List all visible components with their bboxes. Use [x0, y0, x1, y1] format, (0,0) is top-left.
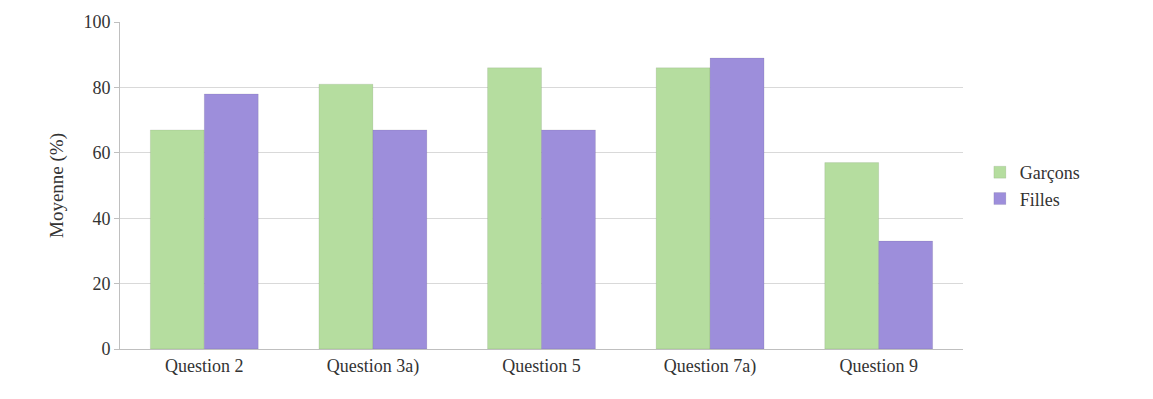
- svg-text:Question 3a): Question 3a): [327, 356, 419, 377]
- svg-text:60: 60: [92, 143, 110, 163]
- svg-text:20: 20: [92, 274, 110, 294]
- svg-text:Filles: Filles: [1020, 190, 1060, 210]
- svg-text:0: 0: [101, 339, 110, 359]
- svg-text:Garçons: Garçons: [1020, 163, 1080, 183]
- svg-text:100: 100: [83, 12, 110, 32]
- svg-text:Question 5: Question 5: [502, 356, 581, 376]
- svg-text:40: 40: [92, 209, 110, 229]
- svg-text:Question 9: Question 9: [839, 356, 918, 376]
- svg-text:Question 7a): Question 7a): [664, 356, 756, 377]
- svg-text:Moyenne (%): Moyenne (%): [46, 133, 68, 238]
- svg-text:80: 80: [92, 78, 110, 98]
- svg-text:Question 2: Question 2: [165, 356, 244, 376]
